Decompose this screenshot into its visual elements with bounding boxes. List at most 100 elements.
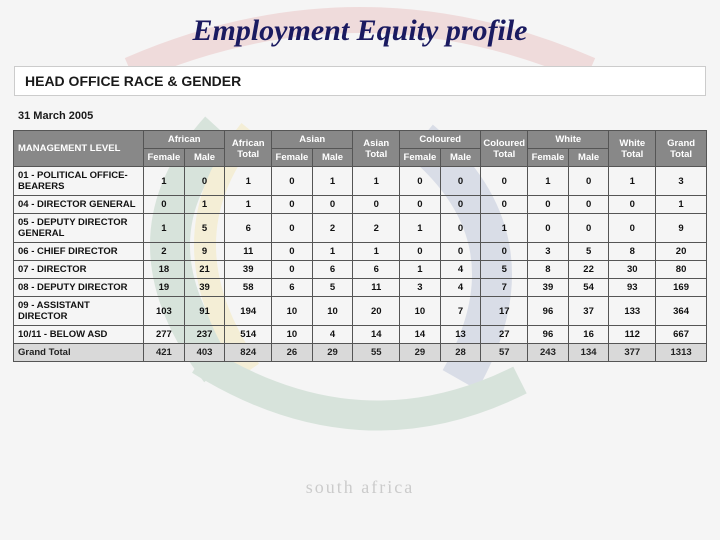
grand-total-cell: 1313 <box>656 344 707 362</box>
cell: 0 <box>400 196 441 214</box>
cell: 0 <box>440 243 481 261</box>
table-row: 04 - DIRECTOR GENERAL0110000000001 <box>14 196 707 214</box>
cell: 0 <box>568 167 609 196</box>
cell: 17 <box>481 297 528 326</box>
cell: 3 <box>400 279 441 297</box>
cell: 96 <box>528 326 569 344</box>
cell: 39 <box>528 279 569 297</box>
cell: 39 <box>225 261 272 279</box>
cell: 6 <box>312 261 353 279</box>
grand-total-row: Grand Total42140382426295529285724313437… <box>14 344 707 362</box>
col-asian: Asian <box>272 131 353 149</box>
cell: 3 <box>656 167 707 196</box>
cell: 0 <box>481 196 528 214</box>
cell: 30 <box>609 261 656 279</box>
cell: 0 <box>272 196 313 214</box>
grand-total-cell: 421 <box>144 344 185 362</box>
table-row: 08 - DEPUTY DIRECTOR19395865113473954931… <box>14 279 707 297</box>
cell: 13 <box>440 326 481 344</box>
cell: 20 <box>353 297 400 326</box>
cell: 1 <box>400 261 441 279</box>
col-white-female: Female <box>528 149 569 167</box>
cell: 14 <box>400 326 441 344</box>
col-grand-total: Grand Total <box>656 131 707 167</box>
cell: 2 <box>353 214 400 243</box>
cell: 6 <box>225 214 272 243</box>
cell: 58 <box>225 279 272 297</box>
cell: 7 <box>440 297 481 326</box>
col-coloured: Coloured <box>400 131 481 149</box>
cell: 0 <box>184 167 225 196</box>
cell: 6 <box>353 261 400 279</box>
row-label: 08 - DEPUTY DIRECTOR <box>14 279 144 297</box>
table-row: 09 - ASSISTANT DIRECTOR10391194101020107… <box>14 297 707 326</box>
col-african-total: African Total <box>225 131 272 167</box>
cell: 1 <box>144 214 185 243</box>
grand-total-cell: 377 <box>609 344 656 362</box>
cell: 1 <box>144 167 185 196</box>
col-african-female: Female <box>144 149 185 167</box>
cell: 3 <box>528 243 569 261</box>
cell: 7 <box>481 279 528 297</box>
cell: 22 <box>568 261 609 279</box>
cell: 0 <box>528 214 569 243</box>
grand-total-cell: 28 <box>440 344 481 362</box>
cell: 1 <box>400 214 441 243</box>
cell: 0 <box>481 243 528 261</box>
cell: 4 <box>440 279 481 297</box>
cell: 0 <box>272 167 313 196</box>
table-row: 10/11 - BELOW ASD27723751410414141327961… <box>14 326 707 344</box>
col-white: White <box>528 131 609 149</box>
cell: 0 <box>144 196 185 214</box>
cell: 18 <box>144 261 185 279</box>
cell: 1 <box>184 196 225 214</box>
grand-total-cell: 824 <box>225 344 272 362</box>
cell: 21 <box>184 261 225 279</box>
cell: 0 <box>481 167 528 196</box>
cell: 667 <box>656 326 707 344</box>
col-coloured-total: Coloured Total <box>481 131 528 167</box>
cell: 39 <box>184 279 225 297</box>
equity-table: MANAGEMENT LEVEL African African Total A… <box>13 130 707 362</box>
cell: 194 <box>225 297 272 326</box>
cell: 96 <box>528 297 569 326</box>
cell: 6 <box>272 279 313 297</box>
cell: 1 <box>312 243 353 261</box>
grand-total-cell: 403 <box>184 344 225 362</box>
cell: 27 <box>481 326 528 344</box>
grand-total-cell: 29 <box>312 344 353 362</box>
cell: 0 <box>440 167 481 196</box>
cell: 0 <box>609 214 656 243</box>
cell: 1 <box>656 196 707 214</box>
col-asian-total: Asian Total <box>353 131 400 167</box>
cell: 5 <box>312 279 353 297</box>
cell: 10 <box>272 326 313 344</box>
cell: 0 <box>568 196 609 214</box>
table-row: 05 - DEPUTY DIRECTOR GENERAL156022101000… <box>14 214 707 243</box>
cell: 11 <box>225 243 272 261</box>
row-label: 04 - DIRECTOR GENERAL <box>14 196 144 214</box>
cell: 0 <box>272 214 313 243</box>
grand-total-cell: 26 <box>272 344 313 362</box>
cell: 10 <box>312 297 353 326</box>
col-white-male: Male <box>568 149 609 167</box>
row-label: 09 - ASSISTANT DIRECTOR <box>14 297 144 326</box>
cell: 16 <box>568 326 609 344</box>
cell: 514 <box>225 326 272 344</box>
cell: 10 <box>272 297 313 326</box>
cell: 237 <box>184 326 225 344</box>
cell: 5 <box>568 243 609 261</box>
cell: 0 <box>272 243 313 261</box>
cell: 1 <box>312 167 353 196</box>
cell: 0 <box>440 214 481 243</box>
cell: 1 <box>353 167 400 196</box>
col-management-level: MANAGEMENT LEVEL <box>14 131 144 167</box>
cell: 112 <box>609 326 656 344</box>
footer-watermark-text: south africa <box>0 477 720 498</box>
col-white-total: White Total <box>609 131 656 167</box>
cell: 133 <box>609 297 656 326</box>
row-label: 10/11 - BELOW ASD <box>14 326 144 344</box>
cell: 8 <box>528 261 569 279</box>
cell: 5 <box>184 214 225 243</box>
grand-total-cell: 134 <box>568 344 609 362</box>
